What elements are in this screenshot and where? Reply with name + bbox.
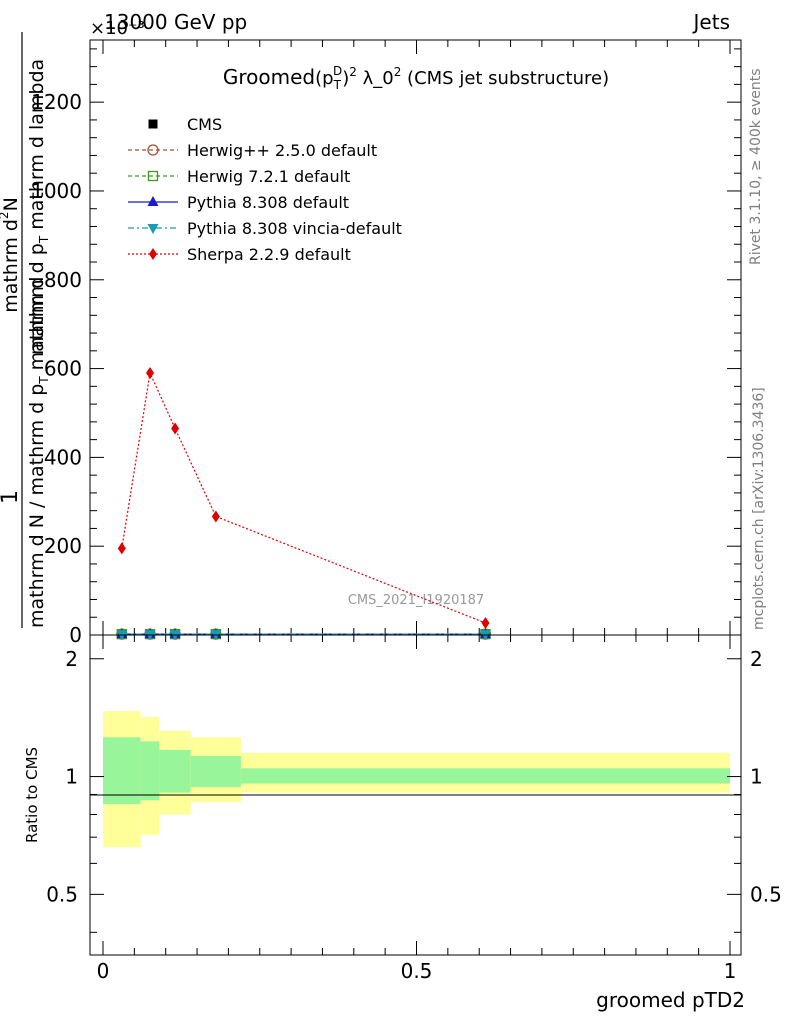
main-ytick-label: 600 xyxy=(44,357,82,381)
main-ytick-label: 1000 xyxy=(31,179,82,203)
title-sq: 2 xyxy=(349,65,357,79)
ylabel-num: mathrm d xyxy=(0,219,22,313)
vincia-point xyxy=(147,224,159,234)
ratio-ylabel: Ratio to CMS xyxy=(23,747,41,843)
ylabel-num-den: mathrm d p xyxy=(26,243,48,355)
ratio-band-inner xyxy=(240,768,730,784)
main-ytick-label: 800 xyxy=(44,268,82,292)
title-tail: (CMS jet substructure) xyxy=(401,68,609,89)
main-ylabel: 1 mathrm d N / mathrm d pT mathrm d math… xyxy=(0,32,51,628)
sherpa-point xyxy=(149,248,157,260)
cms-data-point xyxy=(148,119,158,129)
watermark: CMS_2021_I1920187 xyxy=(348,593,484,608)
ratio-ytick-label-right: 1 xyxy=(750,765,763,789)
ratio-xtick-label: 0.5 xyxy=(401,959,433,983)
title-sup: D xyxy=(333,64,342,78)
energy-label: 13000 GeV pp xyxy=(104,10,247,34)
series-line xyxy=(121,370,486,624)
ratio-ytick-labels: 0.5 0.5 1 1 2 2 xyxy=(46,647,782,907)
sherpa-point xyxy=(481,617,490,630)
title-sub: T xyxy=(333,78,342,92)
ylabel-den-tail: mathrm d xyxy=(26,277,48,377)
sherpa-point xyxy=(171,422,180,435)
ylabel-num-den-tail: mathrm d lambda xyxy=(26,59,48,236)
legend-label: Herwig 7.2.1 default xyxy=(187,167,350,186)
ratio-ytick-label-right: 2 xyxy=(750,647,763,671)
ylabel-num-sup: 2 xyxy=(0,211,11,219)
mcplots-label: mcplots.cern.ch [arXiv:1306.3436] xyxy=(751,387,767,630)
ratio-ytick-label-left: 2 xyxy=(65,647,78,671)
x-axis-label: groomed pTD2 xyxy=(596,988,745,1012)
main-ytick-labels: 0 200 400 600 800 1000 1200 xyxy=(31,90,82,647)
main-ticks xyxy=(90,40,741,636)
ratio-xtick-label: 1 xyxy=(724,959,737,983)
ratio-band-inner xyxy=(190,755,241,788)
legend-label: Herwig++ 2.5.0 default xyxy=(187,141,377,160)
sherpa-point xyxy=(211,510,220,523)
ratio-plot: 0.5 0.51 12 2 0 0.5 1 Ratio to CMS groomed pT… xyxy=(23,634,782,1012)
ratio-xtick-label: 0 xyxy=(97,959,110,983)
ratio-xtick-labels: 0 0.5 1 xyxy=(97,959,737,983)
main-ytick-label: 0 xyxy=(69,623,82,647)
ratio-frame xyxy=(89,634,742,956)
herwigpp-point xyxy=(147,144,159,156)
ylabel-num-tail: N xyxy=(0,197,22,211)
ratio-ticks xyxy=(90,635,741,955)
title-close: ) xyxy=(342,68,349,89)
ylabel-num-den-sub: T xyxy=(37,235,51,244)
rivet-version-label: Rivet 3.1.10, ≥ 400k events xyxy=(748,68,764,265)
main-ytick-label: 400 xyxy=(44,445,82,469)
herwig7-point xyxy=(147,170,159,182)
ratio-ytick-label-left: 0.5 xyxy=(46,882,78,906)
main-ytick-label: 200 xyxy=(44,534,82,558)
ylabel-numerator: mathrm d2N xyxy=(0,197,22,313)
ratio-ytick-label-right: 0.5 xyxy=(750,882,782,906)
ratio-bands xyxy=(103,711,730,848)
ylabel-denominator: mathrm d N / mathrm d pT mathrm d xyxy=(26,277,51,628)
ratio-band-inner xyxy=(159,749,191,793)
ratio-ytick-label-left: 1 xyxy=(65,765,78,789)
ylabel-den-sub: T xyxy=(37,376,51,385)
legend: CMS Herwig++ 2.5.0 default Herwig 7.2.1 de… xyxy=(128,115,402,264)
sherpa-point xyxy=(117,542,126,555)
title-main: Groomed xyxy=(223,65,315,89)
ylabel-one: 1 xyxy=(0,490,23,504)
title-rest: λ_0 xyxy=(357,68,394,89)
main-series xyxy=(116,367,492,641)
ylabel-num-denominator: mathrm d pT mathrm d lambda xyxy=(26,59,51,355)
ylabel-den: mathrm d N / mathrm d p xyxy=(26,384,48,628)
legend-label: Pythia 8.308 vincia-default xyxy=(187,219,402,238)
main-title: Groomed(pTD)2 λ_02 (CMS jet substructure… xyxy=(223,64,609,92)
title-open: (p xyxy=(315,68,333,89)
ratio-band-inner xyxy=(103,737,141,805)
ratio-band-inner xyxy=(140,741,160,801)
title-sq2: 2 xyxy=(394,65,402,79)
pythia-point xyxy=(147,196,159,206)
y-scale-multiplier: ×10⁻³ xyxy=(90,18,145,39)
sherpa-point xyxy=(146,367,155,380)
legend-label: Pythia 8.308 default xyxy=(187,193,349,212)
legend-label: CMS xyxy=(187,115,222,134)
main-ytick-label: 1200 xyxy=(31,90,82,114)
process-label: Jets xyxy=(692,10,730,34)
legend-label: Sherpa 2.2.9 default xyxy=(187,245,351,264)
